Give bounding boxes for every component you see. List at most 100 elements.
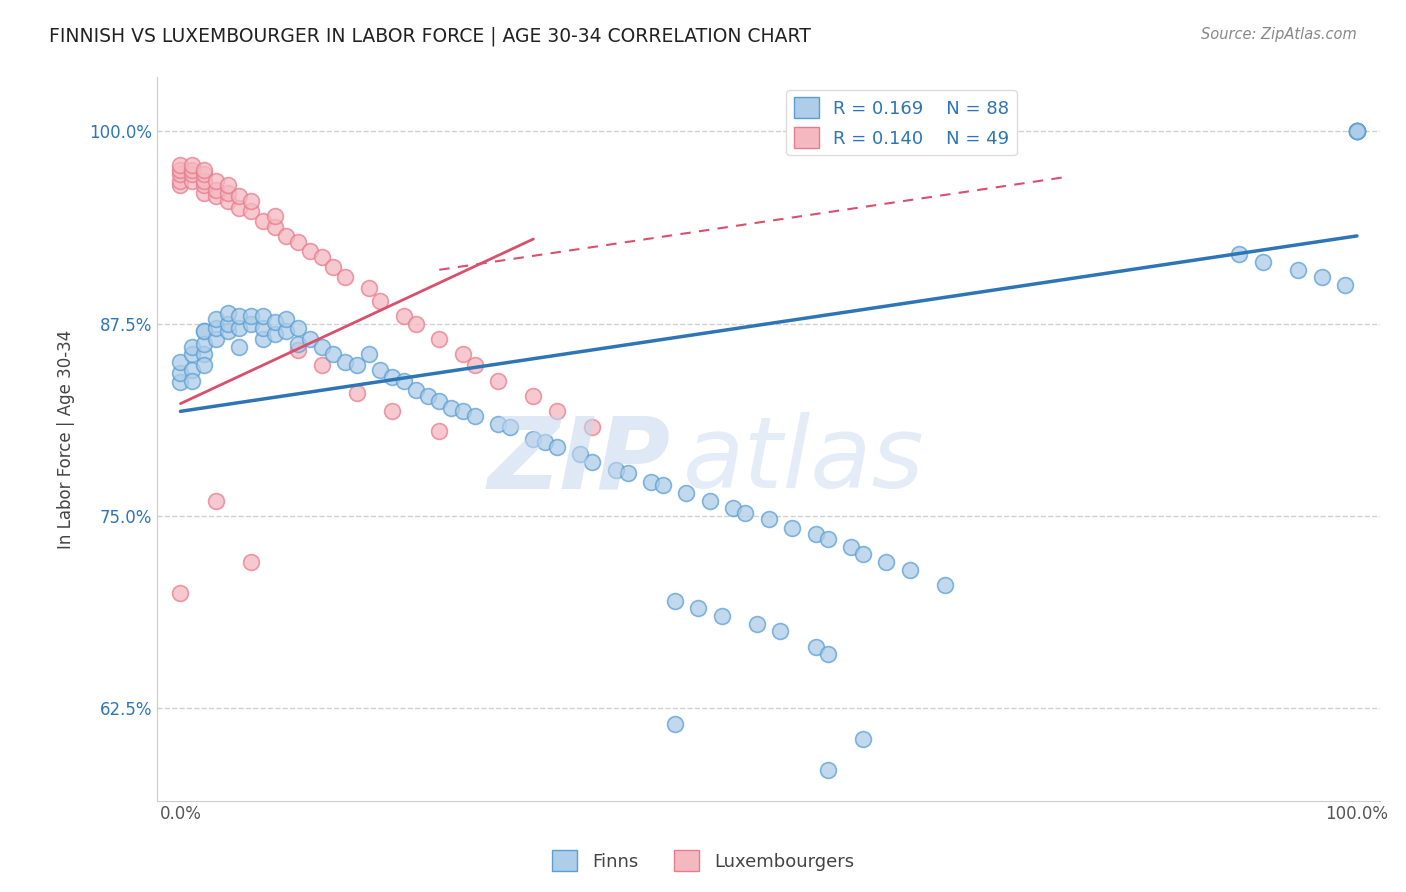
Point xyxy=(333,355,356,369)
Point xyxy=(499,419,522,434)
Point xyxy=(169,355,191,369)
Point xyxy=(193,324,215,338)
Point xyxy=(710,609,733,624)
Point xyxy=(311,340,333,354)
Point xyxy=(688,601,710,615)
Point xyxy=(440,401,463,416)
Point xyxy=(839,540,862,554)
Point xyxy=(817,532,839,546)
Point xyxy=(217,306,239,320)
Point xyxy=(181,173,204,187)
Point xyxy=(745,616,768,631)
Point xyxy=(640,475,662,489)
Point xyxy=(427,393,450,408)
Point xyxy=(804,640,827,654)
Point xyxy=(651,478,673,492)
Point xyxy=(193,324,215,338)
Point xyxy=(193,167,215,181)
Point xyxy=(852,548,875,562)
Point xyxy=(1334,278,1357,293)
Point xyxy=(1286,262,1309,277)
Point xyxy=(169,178,191,193)
Point xyxy=(427,332,450,346)
Point xyxy=(204,173,226,187)
Point xyxy=(204,189,226,203)
Point xyxy=(193,336,215,351)
Point xyxy=(287,235,309,249)
Point xyxy=(240,555,263,569)
Point xyxy=(240,317,263,331)
Point xyxy=(217,178,239,193)
Point xyxy=(616,466,638,480)
Point xyxy=(464,409,486,423)
Text: atlas: atlas xyxy=(683,412,925,509)
Point xyxy=(228,201,250,215)
Point xyxy=(287,336,309,351)
Point xyxy=(228,340,250,354)
Point xyxy=(181,167,204,181)
Point xyxy=(875,555,897,569)
Point xyxy=(427,425,450,439)
Point xyxy=(370,363,392,377)
Point xyxy=(357,281,380,295)
Point xyxy=(322,347,344,361)
Point xyxy=(276,228,298,243)
Point xyxy=(370,293,392,308)
Point xyxy=(298,332,321,346)
Point xyxy=(817,763,839,777)
Point xyxy=(898,563,921,577)
Point xyxy=(181,374,204,388)
Point xyxy=(664,716,686,731)
Point xyxy=(1346,124,1368,138)
Point xyxy=(228,189,250,203)
Point xyxy=(381,404,404,418)
Point xyxy=(217,324,239,338)
Point xyxy=(204,321,226,335)
Point xyxy=(169,173,191,187)
Point xyxy=(228,309,250,323)
Point xyxy=(769,624,792,639)
Text: ZIP: ZIP xyxy=(488,412,671,509)
Point xyxy=(780,521,803,535)
Point xyxy=(699,493,721,508)
Point xyxy=(804,527,827,541)
Point xyxy=(357,347,380,361)
Point xyxy=(240,204,263,219)
Point xyxy=(934,578,956,592)
Point xyxy=(486,374,509,388)
Point xyxy=(346,385,368,400)
Point xyxy=(169,158,191,172)
Point xyxy=(534,435,557,450)
Point xyxy=(263,327,285,342)
Point xyxy=(169,375,191,389)
Y-axis label: In Labor Force | Age 30-34: In Labor Force | Age 30-34 xyxy=(58,329,75,549)
Point xyxy=(252,332,274,346)
Point xyxy=(169,162,191,177)
Point xyxy=(322,260,344,274)
Point xyxy=(204,493,226,508)
Point xyxy=(240,194,263,208)
Point xyxy=(581,455,603,469)
Point xyxy=(193,173,215,187)
Point xyxy=(817,648,839,662)
Point xyxy=(193,162,215,177)
Point xyxy=(405,317,427,331)
Point xyxy=(522,432,544,446)
Point xyxy=(217,317,239,331)
Point xyxy=(1346,124,1368,138)
Point xyxy=(1227,247,1250,261)
Point xyxy=(392,374,415,388)
Point xyxy=(276,324,298,338)
Point xyxy=(333,270,356,285)
Point xyxy=(263,315,285,329)
Point xyxy=(581,419,603,434)
Point xyxy=(1346,124,1368,138)
Text: Source: ZipAtlas.com: Source: ZipAtlas.com xyxy=(1201,27,1357,42)
Point xyxy=(252,321,274,335)
Point xyxy=(193,178,215,193)
Point xyxy=(1251,255,1274,269)
Point xyxy=(664,593,686,607)
Point xyxy=(263,209,285,223)
Point xyxy=(311,358,333,372)
Point xyxy=(546,440,568,454)
